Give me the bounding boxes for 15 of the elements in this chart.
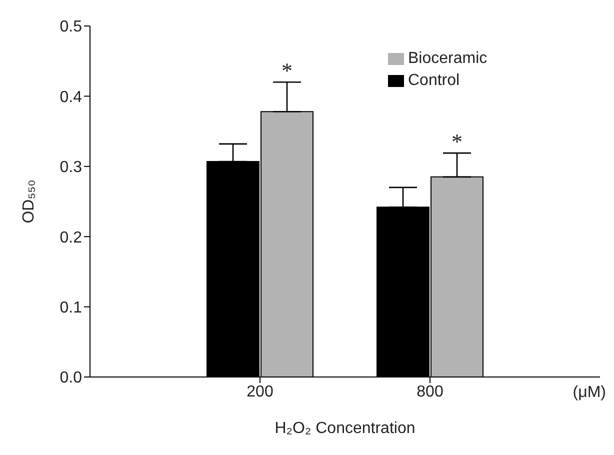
x-tick-label: 800 <box>416 383 444 400</box>
y-tick-label: 0.5 <box>60 18 82 36</box>
text: (μM) <box>572 384 606 402</box>
x-axis-title: H₂O₂ Concentration <box>274 420 416 437</box>
annotation: * <box>282 58 292 84</box>
annotation: * <box>452 129 462 154</box>
y-tick-label: 0.4 <box>60 88 82 106</box>
y-tick-label: 0.2 <box>60 229 82 246</box>
y-tick-label: 0.1 <box>60 299 82 316</box>
y-axis-title: OD₅₅₀ <box>20 180 38 224</box>
x-tick-label: 200 <box>246 383 274 400</box>
y-tick-label: 0.0 <box>60 370 82 387</box>
legend-label: Control <box>408 72 460 89</box>
y-tick-label: 0.3 <box>60 159 82 176</box>
legend-label: Bioceramic <box>408 50 488 67</box>
